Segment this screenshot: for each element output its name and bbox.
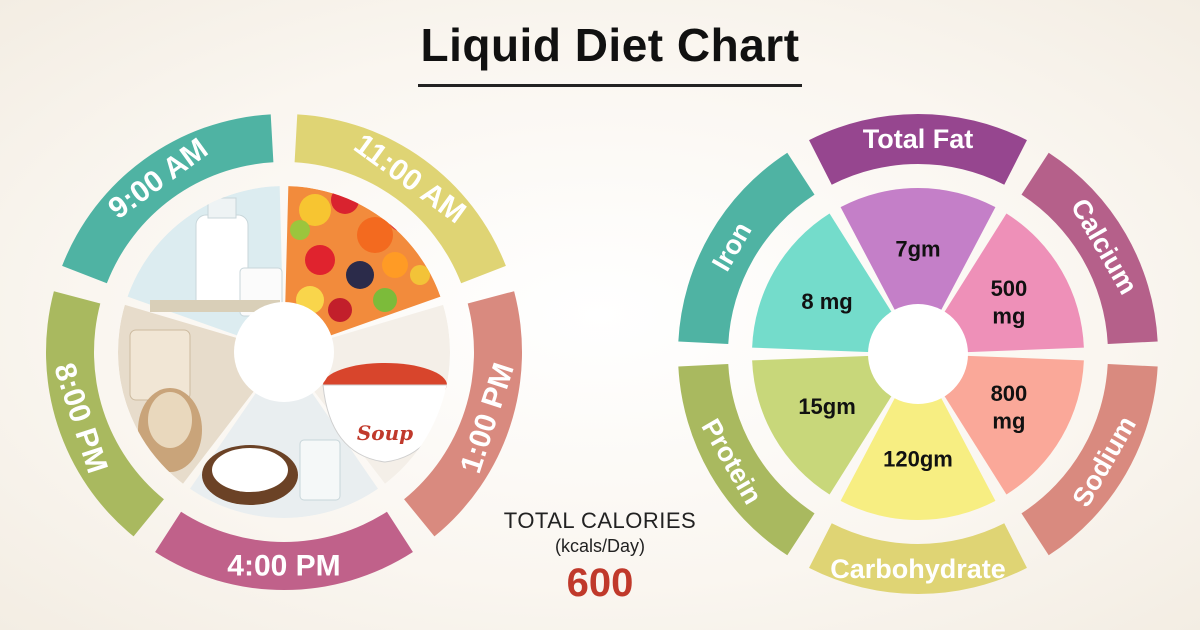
total-calories: TOTAL CALORIES (kcals/Day) 600 (470, 508, 730, 606)
nutrient-wedge-calcium (918, 213, 1084, 354)
nutrient-wedge-iron (752, 213, 918, 354)
schedule-segment-1-00-pm (404, 291, 522, 537)
calories-label: TOTAL CALORIES (503, 508, 697, 533)
coconut-icon (202, 439, 341, 505)
page-title: Liquid Diet Chart (420, 19, 800, 71)
nutrient-wedge-carbohydrate (840, 354, 996, 520)
nutrient-ring-calcium (1021, 152, 1158, 345)
nutrient-ring-sodium (1021, 363, 1158, 556)
nutrient-ring-iron (678, 152, 815, 345)
schedule-segment-11-00-am (294, 114, 506, 284)
fruit-juice-icon (290, 186, 430, 322)
schedule-time-label: 4:00 PM (227, 550, 340, 583)
nutrient-value-label: 15gm (798, 394, 855, 419)
calories-unit: (kcals/Day) (554, 536, 645, 556)
nutrition-wedges: 7gm 500 mg 800 mg 120gm 15gm 8 mg (752, 188, 1084, 520)
food-photos: Soup (118, 186, 450, 518)
protein-shake-icon (129, 329, 202, 472)
schedule-center-hole (234, 302, 334, 402)
soup-bowl-icon: Soup (322, 363, 448, 463)
schedule-segment-9-00-am (62, 114, 274, 284)
nutrition-center-hole (868, 304, 968, 404)
nutrient-ring-protein (678, 363, 815, 556)
soup-label: Soup (357, 421, 413, 445)
nutrient-value-label: 7gm (895, 237, 940, 262)
nutrient-name-label: Carbohydrate (830, 554, 1006, 584)
nutrient-value-label: 500 mg (991, 276, 1028, 329)
nutrient-value-label: 8 mg (801, 289, 852, 314)
title-underline (418, 84, 802, 87)
schedule-segment-8-00-pm (46, 291, 164, 537)
nutrient-ring-carbohydrate (809, 523, 1027, 594)
nutrient-value-label: 800 mg (991, 381, 1028, 434)
nutrient-wedge-sodium (918, 354, 1084, 495)
nutrient-value-label: 120gm (883, 447, 953, 472)
nutrient-wedge-protein (752, 354, 918, 495)
nutrient-name-label: Total Fat (863, 124, 974, 154)
schedule-segment-4-00-pm (155, 511, 413, 590)
nutrient-wedge-total-fat (840, 188, 996, 354)
nutrient-ring-total-fat (809, 114, 1027, 185)
nutrition-ring: Total FatCalciumSodiumCarbohydrateProtei… (678, 114, 1158, 594)
calories-value: 600 (566, 561, 634, 605)
